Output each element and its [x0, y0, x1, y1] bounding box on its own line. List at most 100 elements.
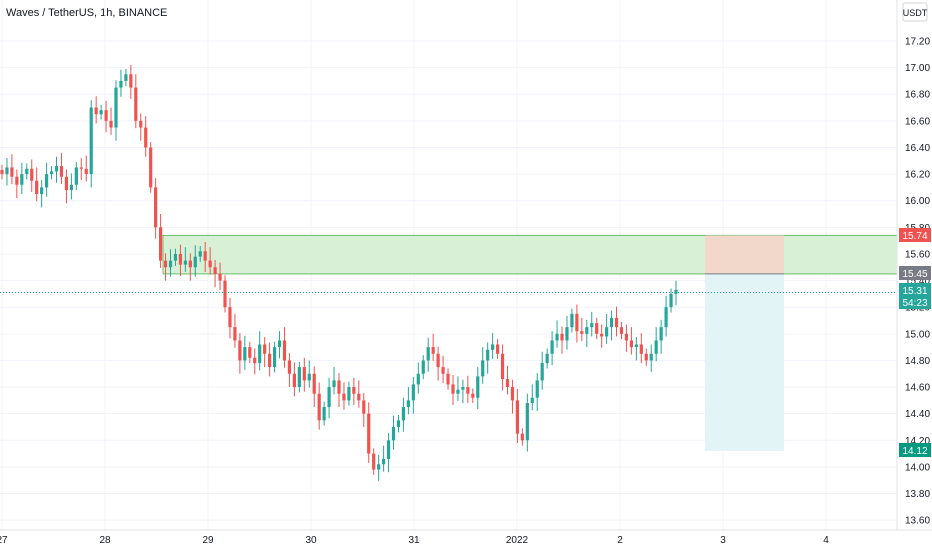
- candle-body: [619, 327, 624, 334]
- candle-body: [664, 307, 668, 328]
- candle-body: [347, 387, 351, 401]
- candle-body: [183, 260, 187, 265]
- price-tick-label: 17.20: [905, 37, 930, 48]
- candle-body: [178, 253, 183, 265]
- candle-body: [525, 403, 529, 441]
- candle-body: [481, 360, 485, 377]
- currency-button[interactable]: USDT: [902, 2, 928, 22]
- stop-loss-zone: [705, 235, 784, 274]
- candle-body: [59, 166, 64, 177]
- time-tick-label: 2: [617, 535, 623, 546]
- candle-body: [193, 256, 197, 268]
- candle-body: [54, 166, 59, 172]
- candle-body: [634, 344, 638, 348]
- candle-body: [545, 353, 549, 364]
- entry-badge: 15.45: [899, 266, 931, 280]
- candle-body: [228, 307, 232, 328]
- current-price-label: 15.31: [902, 286, 927, 297]
- candle-body: [208, 260, 212, 268]
- price-badges: 15.74 15.45 15.31 54:23 14.12: [899, 228, 931, 457]
- candle-body: [560, 333, 564, 341]
- candle-body: [580, 331, 584, 334]
- candle-body: [139, 120, 143, 128]
- time-axis[interactable]: 27 28 29 30 31 2022 2 3 4: [0, 535, 829, 546]
- candle-body: [287, 360, 292, 374]
- candle-body: [471, 393, 475, 398]
- candle-body: [69, 184, 73, 191]
- candle-body: [268, 353, 272, 368]
- candle-body: [669, 293, 673, 308]
- candle-body: [218, 273, 222, 281]
- candle-body: [99, 110, 103, 115]
- candle-body: [372, 453, 376, 470]
- price-tick-label: 13.60: [905, 516, 930, 527]
- candle-body: [144, 127, 148, 148]
- candle-body: [654, 340, 658, 354]
- candle-body: [476, 376, 480, 398]
- entry-price-label: 15.45: [902, 269, 927, 280]
- price-tick-label: 16.60: [905, 116, 930, 127]
- candle-body: [575, 313, 579, 332]
- candle-body: [40, 187, 44, 195]
- price-tick-label: 14.20: [905, 436, 930, 447]
- candle-body: [674, 289, 678, 294]
- candle-body: [565, 327, 569, 341]
- candle-body: [486, 349, 490, 361]
- price-tick-label: 15.40: [905, 276, 930, 287]
- candle-body: [45, 174, 49, 188]
- candle-body: [243, 347, 247, 361]
- candle-body: [357, 393, 361, 401]
- candle-body: [451, 384, 455, 394]
- candle-body: [386, 440, 391, 459]
- candle-body: [456, 389, 460, 394]
- price-tick-label: 15.60: [905, 249, 930, 260]
- candle-body: [119, 80, 123, 88]
- candle-body: [609, 317, 614, 328]
- price-tick-label: 16.00: [905, 196, 930, 207]
- candle-body: [342, 393, 346, 401]
- candle-body: [535, 380, 539, 398]
- candle-body: [555, 333, 559, 341]
- candle-body: [173, 253, 178, 261]
- candle-body: [500, 353, 505, 380]
- price-tick-label: 17.00: [905, 63, 930, 74]
- price-tick-label: 14.40: [905, 409, 930, 420]
- candle-body: [312, 373, 316, 394]
- candle-body: [327, 387, 331, 408]
- candle-body: [391, 426, 396, 441]
- candle-body: [168, 260, 173, 268]
- candle-body: [307, 373, 311, 381]
- candle-body: [10, 167, 14, 177]
- candle-body: [35, 180, 39, 195]
- candle-body: [510, 387, 515, 401]
- price-tick-label: 13.80: [905, 489, 930, 500]
- candle-body: [624, 333, 629, 341]
- target-price-label: 14.12: [902, 446, 927, 457]
- candle-body: [114, 87, 118, 128]
- candle-body: [515, 400, 520, 434]
- candle-body: [550, 340, 554, 354]
- candle-body: [0, 170, 4, 175]
- time-tick-label: 3: [720, 535, 726, 546]
- candle-body: [20, 174, 24, 185]
- zones: [162, 234, 898, 451]
- candle-body: [600, 333, 604, 337]
- candle-body: [590, 323, 594, 328]
- candle-body: [104, 110, 108, 121]
- candle-body: [491, 344, 495, 350]
- candle-body: [149, 147, 153, 188]
- candle-body: [94, 107, 98, 115]
- symbol-title[interactable]: Waves / TetherUS, 1h, BINANCE: [6, 7, 168, 19]
- candle-body: [158, 227, 163, 261]
- candle-body: [639, 344, 643, 354]
- time-tick-label: 31: [408, 535, 420, 546]
- candle-body: [317, 393, 321, 421]
- candle-body: [134, 87, 138, 121]
- candle-body: [233, 327, 237, 341]
- candle-body: [74, 167, 78, 185]
- candle-body: [466, 387, 470, 394]
- candle-body: [109, 120, 113, 128]
- candle-body: [163, 260, 168, 268]
- candle-body: [263, 344, 267, 354]
